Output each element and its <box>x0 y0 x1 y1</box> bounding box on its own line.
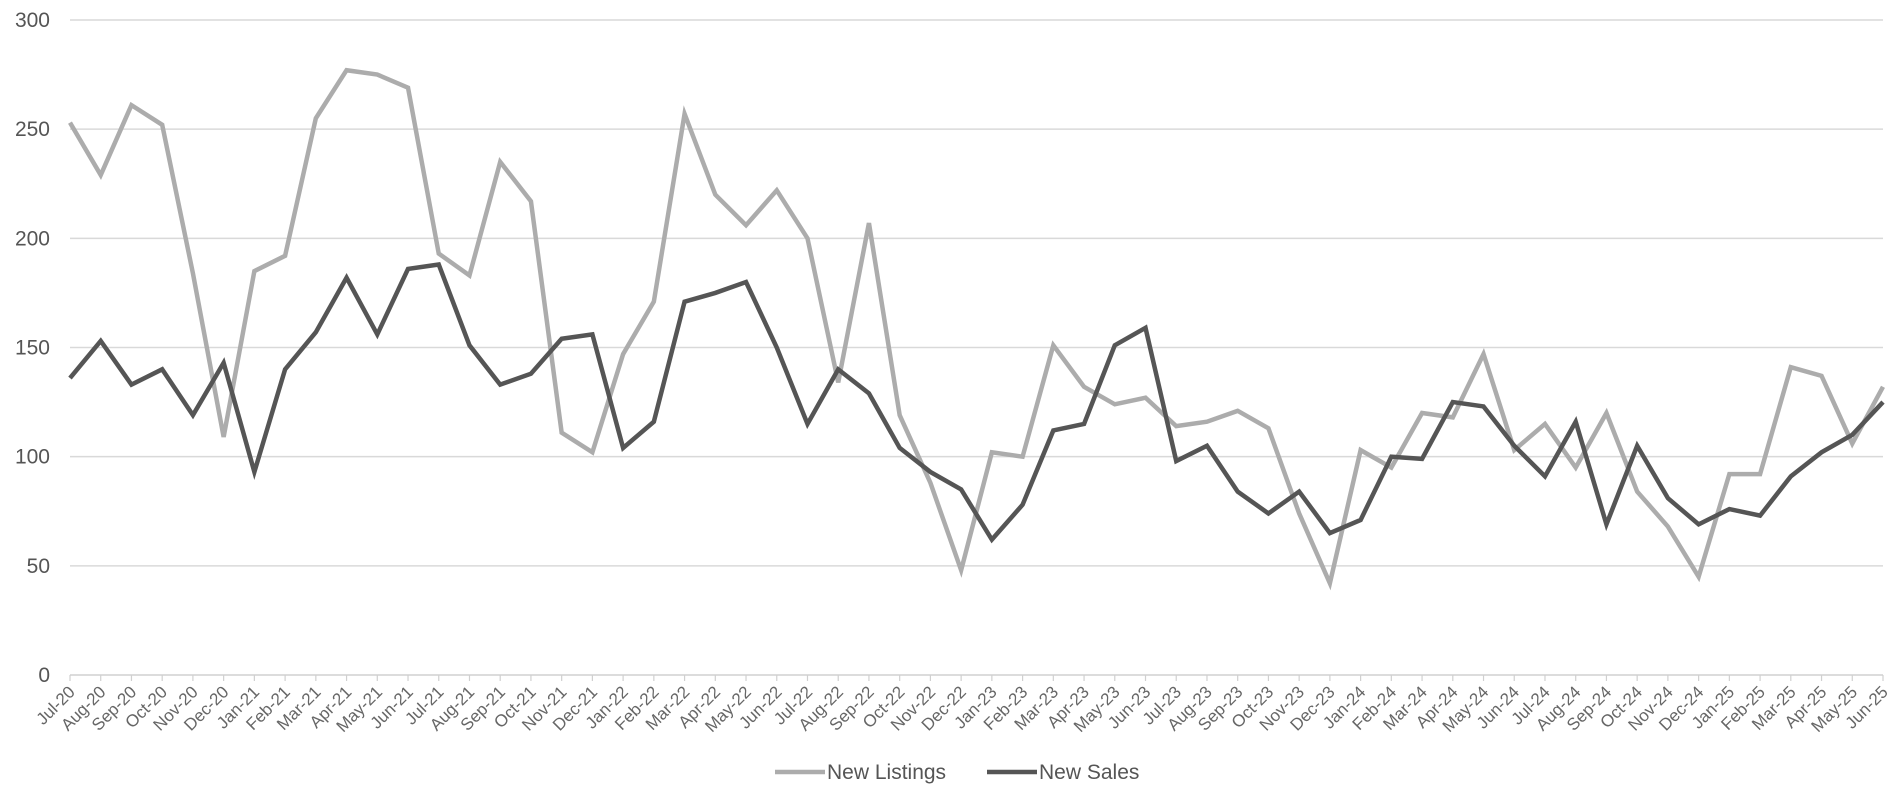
y-tick-label: 150 <box>15 337 50 360</box>
legend-label: New Sales <box>1039 761 1139 784</box>
y-axis-ticks: 0 50 100 150 200 250 300 <box>15 9 50 687</box>
series-line-new-listings <box>68 67 1885 591</box>
series-line-new-sales <box>68 262 1885 544</box>
x-axis-ticks: Jul-20Aug-20Sep-20Oct-20Nov-20Dec-20Jan-… <box>33 675 1892 736</box>
y-tick-label: 300 <box>15 9 50 32</box>
legend: New Listings New Sales <box>775 761 1139 784</box>
legend-label: New Listings <box>827 761 946 784</box>
y-tick-label: 200 <box>15 227 50 250</box>
series-lines <box>68 67 1885 591</box>
y-tick-label: 100 <box>15 446 50 469</box>
y-tick-label: 50 <box>27 555 50 578</box>
gridlines <box>70 19 1883 567</box>
y-tick-label: 0 <box>38 664 50 687</box>
y-tick-label: 250 <box>15 118 50 141</box>
